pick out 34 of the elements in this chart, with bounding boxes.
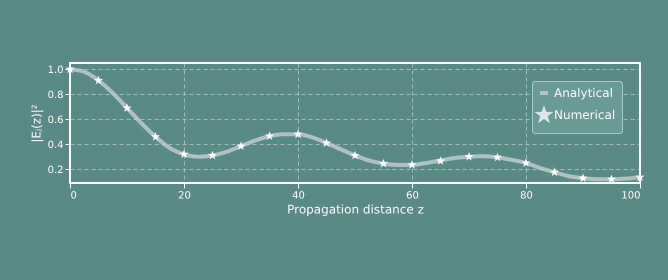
y-tick-label: 0.4	[48, 140, 64, 151]
y-tick-label: 0.2	[48, 164, 64, 176]
x-tick-label: 60	[406, 190, 419, 202]
legend-label: Analytical	[554, 86, 613, 100]
y-tick-label: 0.6	[48, 114, 64, 126]
point	[606, 174, 616, 184]
legend-label: Numerical	[554, 108, 616, 122]
point	[350, 150, 360, 160]
point	[179, 150, 189, 158]
point	[94, 76, 104, 84]
point	[293, 130, 303, 138]
point	[150, 132, 160, 141]
point	[436, 156, 446, 165]
point	[322, 138, 332, 147]
point	[122, 103, 132, 112]
point	[464, 152, 474, 161]
x-tick-label: 100	[621, 190, 640, 202]
y-tick-label: 0.8	[48, 90, 64, 101]
x-tick-label: 40	[292, 190, 305, 202]
point	[236, 141, 246, 150]
x-axis-title: Propagation distance z	[287, 202, 424, 216]
x-tick-label: 0	[70, 190, 77, 202]
x-tick-label: 80	[520, 190, 533, 202]
x-tick-label: 20	[178, 190, 191, 202]
y-tick-label: 1.0	[48, 64, 64, 76]
point	[407, 160, 417, 169]
point	[378, 158, 388, 168]
point	[264, 131, 274, 140]
point	[550, 168, 560, 176]
point	[521, 158, 531, 167]
y-axis-title: |Eⱼ(z)|²	[30, 104, 44, 143]
point	[208, 150, 218, 160]
point	[578, 174, 588, 182]
point	[492, 152, 502, 162]
